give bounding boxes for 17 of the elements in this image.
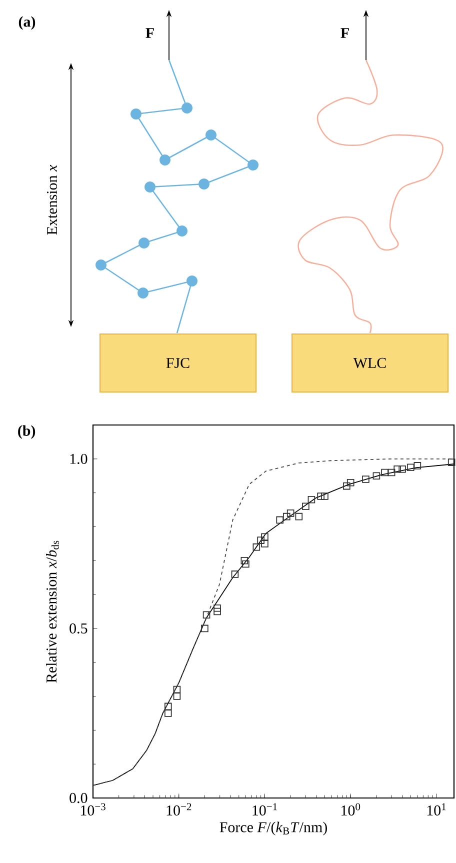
x-tick-label: 10$^{−3}$: [80, 803, 106, 816]
x-tick-label: 10$^{1}$: [427, 803, 446, 816]
text: Extension x: [46, 164, 58, 235]
y-tick-label: 1.0: [70, 454, 88, 464]
text: F: [340, 28, 349, 38]
y-tick-label: 0.0: [70, 792, 88, 804]
text: (a): [18, 16, 36, 30]
text: FJC: [166, 358, 190, 368]
x-tick-label: 10$^{−1}$: [252, 803, 277, 816]
x-tick-label: 10$^{−2}$: [166, 803, 192, 816]
y-axis-title: Relative extension x/b$_{ds}$: [46, 540, 59, 683]
x-tick-label: 10$^{0}$: [342, 803, 360, 816]
y-tick-label: 0.5: [70, 623, 88, 634]
text: WLC: [353, 358, 386, 368]
chart-title: (b): [18, 425, 36, 439]
text: F: [146, 28, 154, 38]
x-axis-title: Force F/(k$_{B}$T/nm): [220, 822, 327, 836]
